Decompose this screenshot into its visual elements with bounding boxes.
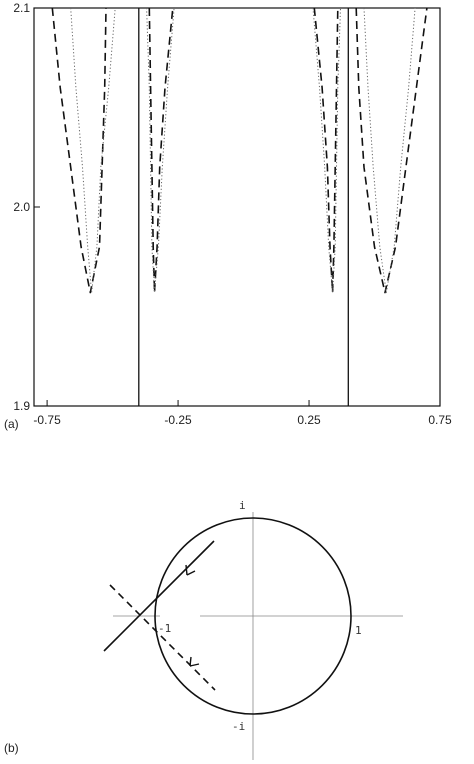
plot-frame (33, 7, 441, 407)
dotted-curve-5 (146, 7, 175, 294)
dotted-curve-7 (312, 7, 341, 294)
panel-a-plot: -0.75 -0.25 0.25 0.75 1.9 2.0 2.1 (a) (4, 1, 452, 431)
solid-path-line (103, 540, 215, 652)
x-tick-label: 0.25 (297, 413, 321, 427)
y-tick-label: 1.9 (13, 399, 30, 413)
dotted-curve-9 (363, 7, 416, 294)
dotted-curve-3 (70, 7, 116, 294)
unit-circle (154, 517, 352, 715)
curves (51, 7, 428, 294)
label-one: 1 (355, 624, 362, 637)
label-minus-i: -i (232, 720, 245, 733)
label-minus-one: -1 (158, 622, 171, 635)
x-tick-label: -0.25 (164, 413, 192, 427)
vertical-lines (138, 8, 349, 406)
dashed-path-arrow-icon (189, 656, 200, 667)
label-i: i (239, 499, 246, 512)
x-tick-label: -0.75 (33, 413, 61, 427)
solid-path-arrow-icon (185, 564, 196, 576)
axis-ticks: -0.75 -0.25 0.25 0.75 1.9 2.0 2.1 (13, 1, 452, 427)
dashed-path-line (109, 584, 216, 691)
dashed-curve-4 (148, 7, 174, 294)
panel-a-label: (a) (4, 417, 19, 431)
dashed-curve-6 (313, 7, 339, 294)
x-tick-label: 0.75 (428, 413, 452, 427)
y-tick-label: 2.0 (13, 200, 30, 214)
panel-b-diagram: i -i -1 1 (b) (4, 499, 403, 760)
y-tick-label: 2.1 (13, 1, 30, 15)
dashed-curve-8 (355, 7, 428, 294)
dashed-curve-2 (51, 7, 107, 294)
panel-b-label: (b) (4, 741, 19, 755)
